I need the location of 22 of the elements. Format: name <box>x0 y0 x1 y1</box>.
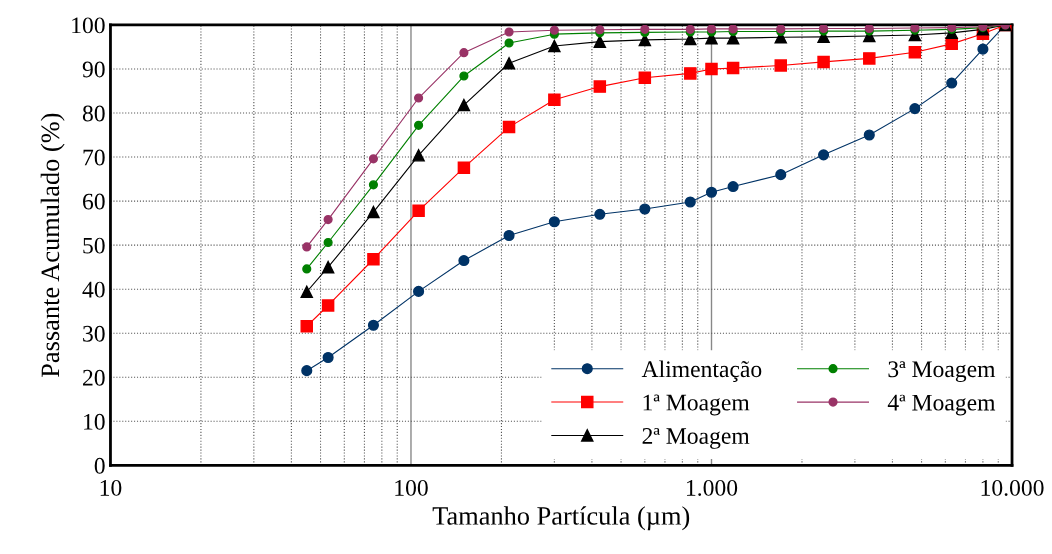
y-tick-label: 50 <box>83 237 105 254</box>
y-tick-label: 10 <box>84 413 105 430</box>
x-tick-label: 10.000 <box>981 479 1044 496</box>
legend-label: Alimentação <box>641 360 762 382</box>
legend-label: 4ª Moagem <box>887 394 996 416</box>
y-tick-label: 90 <box>82 61 105 78</box>
y-tick-label: 80 <box>82 105 105 122</box>
y-tick-label: 0 <box>94 457 105 474</box>
y-tick-label: 30 <box>83 325 105 342</box>
legend-label: 2ª Moagem <box>642 428 750 449</box>
y-tick-label: 60 <box>83 193 105 210</box>
y-tick-label: 100 <box>72 17 105 34</box>
legend-label: 1ª Moagem <box>643 394 750 416</box>
x-axis-title: Tamanho Partícula (µm) <box>432 506 690 531</box>
y-tick-label: 40 <box>82 281 105 298</box>
y-tick-label: 20 <box>83 369 105 386</box>
x-tick-label: 10 <box>100 479 122 496</box>
legend-label: 3ª Moagem <box>888 361 996 383</box>
x-tick-label: 1.000 <box>687 479 738 496</box>
y-tick-label: 70 <box>83 149 105 166</box>
x-tick-label: 100 <box>395 479 428 496</box>
y-axis-title: Passante Acumulado (%) <box>40 113 65 378</box>
